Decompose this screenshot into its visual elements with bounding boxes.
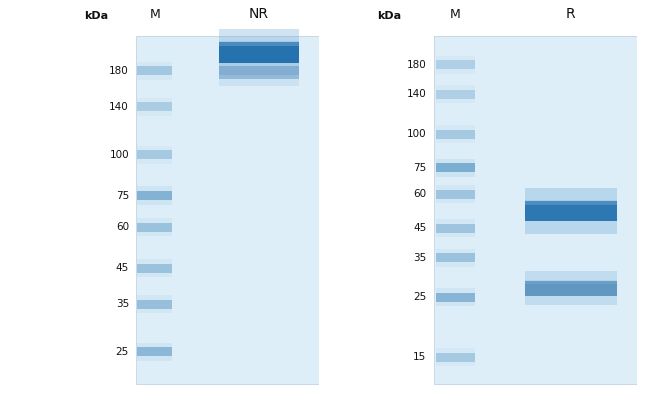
FancyBboxPatch shape [525, 280, 617, 284]
Text: 60: 60 [413, 189, 426, 199]
FancyBboxPatch shape [436, 253, 474, 262]
FancyBboxPatch shape [525, 188, 617, 234]
FancyBboxPatch shape [137, 300, 172, 309]
FancyBboxPatch shape [137, 264, 172, 273]
FancyBboxPatch shape [436, 223, 474, 233]
FancyBboxPatch shape [137, 191, 172, 200]
FancyBboxPatch shape [137, 102, 172, 111]
Text: 45: 45 [116, 263, 129, 273]
FancyBboxPatch shape [525, 280, 617, 296]
FancyBboxPatch shape [436, 163, 474, 172]
FancyBboxPatch shape [137, 223, 172, 232]
FancyBboxPatch shape [525, 271, 617, 305]
Text: 75: 75 [116, 191, 129, 201]
FancyBboxPatch shape [434, 36, 637, 384]
FancyBboxPatch shape [436, 85, 474, 104]
FancyBboxPatch shape [137, 150, 172, 159]
Text: NR: NR [249, 7, 269, 21]
Text: M: M [150, 8, 160, 21]
Text: 100: 100 [109, 149, 129, 160]
FancyBboxPatch shape [525, 201, 617, 221]
FancyBboxPatch shape [137, 66, 172, 75]
FancyBboxPatch shape [436, 219, 474, 237]
FancyBboxPatch shape [436, 129, 474, 139]
FancyBboxPatch shape [436, 249, 474, 267]
FancyBboxPatch shape [436, 348, 474, 366]
Text: 45: 45 [413, 223, 426, 233]
FancyBboxPatch shape [218, 66, 299, 79]
Text: kDa: kDa [377, 11, 401, 21]
Text: 75: 75 [413, 163, 426, 173]
FancyBboxPatch shape [218, 41, 299, 46]
Text: 25: 25 [116, 347, 129, 357]
FancyBboxPatch shape [436, 60, 474, 69]
FancyBboxPatch shape [137, 98, 172, 116]
Text: 100: 100 [407, 129, 426, 139]
FancyBboxPatch shape [137, 259, 172, 277]
Text: M: M [450, 8, 460, 21]
Text: 140: 140 [407, 89, 426, 99]
FancyBboxPatch shape [137, 186, 172, 205]
FancyBboxPatch shape [137, 146, 172, 163]
Text: 15: 15 [413, 352, 426, 362]
Text: 35: 35 [116, 299, 129, 309]
FancyBboxPatch shape [137, 218, 172, 236]
FancyBboxPatch shape [137, 343, 172, 361]
Text: 25: 25 [413, 292, 426, 302]
Text: 35: 35 [413, 253, 426, 262]
FancyBboxPatch shape [137, 62, 172, 80]
FancyBboxPatch shape [436, 293, 474, 302]
FancyBboxPatch shape [436, 190, 474, 199]
Text: kDa: kDa [84, 11, 109, 21]
FancyBboxPatch shape [436, 353, 474, 362]
FancyBboxPatch shape [218, 42, 299, 63]
FancyBboxPatch shape [218, 59, 299, 86]
Text: 180: 180 [109, 66, 129, 76]
Text: 180: 180 [407, 60, 426, 70]
FancyBboxPatch shape [436, 56, 474, 74]
FancyBboxPatch shape [436, 125, 474, 143]
FancyBboxPatch shape [436, 159, 474, 177]
Text: R: R [566, 7, 575, 21]
FancyBboxPatch shape [525, 200, 617, 205]
Text: 60: 60 [116, 222, 129, 232]
FancyBboxPatch shape [218, 66, 299, 69]
FancyBboxPatch shape [137, 295, 172, 313]
FancyBboxPatch shape [218, 30, 299, 75]
Text: 140: 140 [109, 102, 129, 111]
FancyBboxPatch shape [436, 288, 474, 306]
FancyBboxPatch shape [436, 185, 474, 203]
FancyBboxPatch shape [436, 90, 474, 99]
FancyBboxPatch shape [137, 347, 172, 357]
FancyBboxPatch shape [136, 36, 318, 384]
